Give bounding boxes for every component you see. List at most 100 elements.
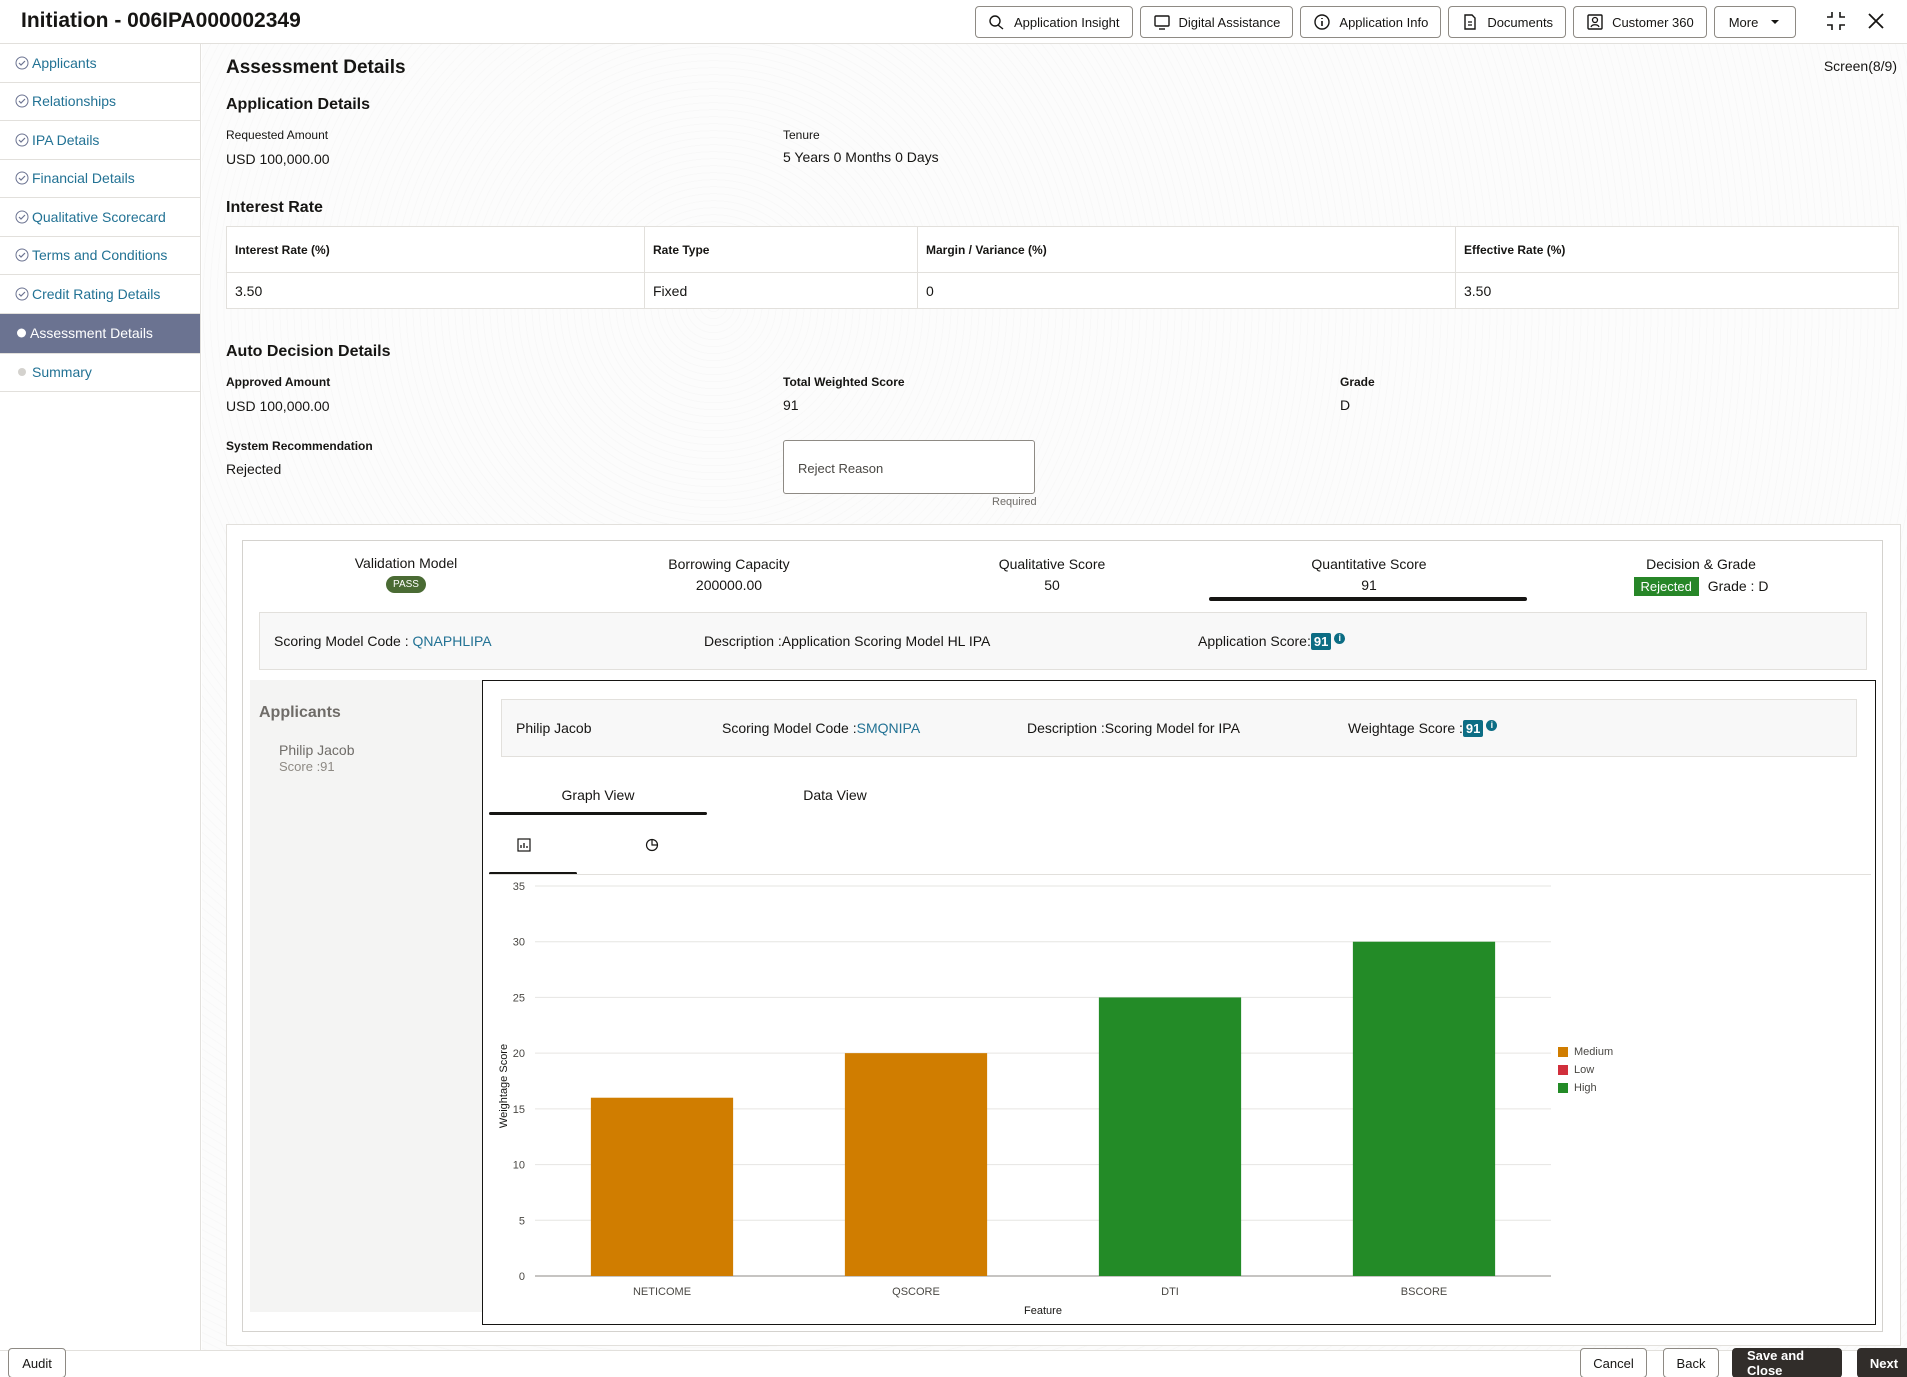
legend-label: Low xyxy=(1574,1064,1595,1076)
applicant-model-code-link[interactable]: SMQNIPA xyxy=(856,720,921,736)
x-tick-label: BSCORE xyxy=(1401,1286,1447,1298)
back-button[interactable]: Back xyxy=(1663,1348,1719,1377)
application-insight-label: Application Insight xyxy=(1014,14,1120,30)
interest-rate-table: Interest Rate (%) Rate Type Margin / Var… xyxy=(226,226,1899,309)
train-stop-sidebar: Applicants Relationships IPA Details Fin… xyxy=(0,44,201,1350)
applicant-model-description: Description :Scoring Model for IPA xyxy=(1027,720,1240,736)
borrowing-capacity-stat[interactable]: Borrowing Capacity 200000.00 xyxy=(649,556,809,593)
check-circle-icon xyxy=(15,133,29,147)
digital-assistance-label: Digital Assistance xyxy=(1178,14,1281,30)
insight-icon xyxy=(989,15,1004,30)
sidebar-item-label: Qualitative Scorecard xyxy=(32,208,166,225)
more-dropdown[interactable]: More xyxy=(1713,6,1796,38)
sidebar-item-summary[interactable]: Summary xyxy=(0,354,200,392)
section-title: Assessment Details xyxy=(226,57,406,78)
applicant-item[interactable]: Philip Jacob xyxy=(279,742,355,758)
bar-neticome[interactable] xyxy=(590,1097,734,1276)
tenure-label: Tenure xyxy=(783,128,820,142)
chart-legend: Medium Low High xyxy=(1558,1043,1613,1097)
more-label: More xyxy=(1728,14,1759,30)
legend-item-medium[interactable]: Medium xyxy=(1558,1043,1613,1061)
legend-label: Medium xyxy=(1574,1046,1614,1058)
interest-rate-heading: Interest Rate xyxy=(226,199,323,216)
legend-swatch xyxy=(1558,1047,1568,1057)
save-and-close-button[interactable]: Save and Close xyxy=(1732,1348,1842,1377)
decision-badge: Rejected xyxy=(1633,577,1699,596)
required-hint: Required xyxy=(992,496,1037,508)
applicant-model-code-label: Scoring Model Code : xyxy=(722,720,857,736)
applicant-model-name: Philip Jacob xyxy=(516,720,592,736)
table-row: 3.50 Fixed 0 3.50 xyxy=(226,272,1899,309)
applicant-model-bar: Philip Jacob Scoring Model Code :SMQNIPA… xyxy=(501,699,1857,757)
legend-item-high[interactable]: High xyxy=(1558,1079,1613,1097)
qualitative-score-stat[interactable]: Qualitative Score 50 xyxy=(972,556,1132,593)
customer-icon xyxy=(1587,14,1603,30)
validation-model-stat[interactable]: Validation Model PASS xyxy=(331,555,481,593)
borrowing-capacity-label: Borrowing Capacity xyxy=(668,556,790,572)
documents-button[interactable]: Documents xyxy=(1448,6,1567,38)
sidebar-item-assessment-details[interactable]: Assessment Details xyxy=(0,313,200,354)
legend-item-low[interactable]: Low xyxy=(1558,1061,1613,1079)
tab-graph-view[interactable]: Graph View xyxy=(561,787,635,803)
bar-bscore[interactable] xyxy=(1352,941,1496,1276)
system-recommendation-label: System Recommendation xyxy=(226,439,373,453)
pie-chart-icon[interactable] xyxy=(645,838,659,852)
y-tick-label: 5 xyxy=(519,1215,525,1227)
table-cell: 3.50 xyxy=(1455,272,1899,309)
y-tick-label: 35 xyxy=(513,881,525,893)
table-cell: Fixed xyxy=(644,272,918,309)
application-details-heading: Application Details xyxy=(226,96,371,113)
collapse-icon[interactable] xyxy=(1825,10,1847,32)
application-insight-button[interactable]: Application Insight xyxy=(975,6,1133,38)
scoring-model-code-label: Scoring Model Code : xyxy=(274,633,413,649)
customer-360-label: Customer 360 xyxy=(1612,14,1694,30)
tab-data-view[interactable]: Data View xyxy=(803,787,867,803)
sidebar-item-label: Summary xyxy=(32,364,92,381)
sidebar-item-applicants[interactable]: Applicants xyxy=(0,44,200,83)
bar-qscore[interactable] xyxy=(844,1053,988,1276)
system-recommendation-value: Rejected xyxy=(226,461,282,477)
window-controls xyxy=(1825,10,1887,32)
page-title: Initiation - 006IPA000002349 xyxy=(21,9,301,32)
current-step-icon xyxy=(17,328,26,338)
sidebar-item-qualitative-scorecard[interactable]: Qualitative Scorecard xyxy=(0,198,200,237)
bar-chart-icon[interactable] xyxy=(517,838,531,852)
info-icon[interactable]: i xyxy=(1334,633,1346,644)
chevron-down-icon xyxy=(1770,20,1779,24)
bar-dti[interactable] xyxy=(1098,997,1242,1276)
decision-grade-stat[interactable]: Decision & Grade Rejected Grade : D xyxy=(1611,556,1791,596)
customer-360-button[interactable]: Customer 360 xyxy=(1573,6,1707,38)
quantitative-score-stat[interactable]: Quantitative Score 91 xyxy=(1210,556,1528,593)
scoring-model-code-link[interactable]: QNAPHLIPA xyxy=(412,633,492,649)
x-tick-label: DTI xyxy=(1161,1286,1179,1298)
sidebar-item-terms-and-conditions[interactable]: Terms and Conditions xyxy=(0,237,200,275)
header-bar: Initiation - 006IPA000002349 Application… xyxy=(0,0,1907,44)
applicant-score: Score :91 xyxy=(279,759,335,774)
document-icon xyxy=(1464,14,1477,30)
next-button[interactable]: Next xyxy=(1857,1348,1907,1377)
sidebar-item-credit-rating-details[interactable]: Credit Rating Details xyxy=(0,275,200,314)
weightage-score-badge: 91 xyxy=(1462,720,1484,737)
pass-badge: PASS xyxy=(386,576,426,593)
y-tick-label: 10 xyxy=(513,1160,525,1172)
sidebar-item-financial-details[interactable]: Financial Details xyxy=(0,160,200,198)
sidebar-item-ipa-details[interactable]: IPA Details xyxy=(0,121,200,160)
assistant-icon xyxy=(1153,15,1170,30)
info-icon[interactable]: i xyxy=(1486,720,1498,731)
legend-label: High xyxy=(1574,1082,1597,1094)
weightage-score-label: Weightage Score : xyxy=(1348,720,1463,736)
footer-bar: Audit Cancel Back Save and Close Next xyxy=(0,1348,1907,1377)
y-tick-label: 25 xyxy=(513,992,525,1004)
cancel-button[interactable]: Cancel xyxy=(1580,1348,1647,1377)
screen-counter: Screen(8/9) xyxy=(1823,58,1897,74)
application-info-button[interactable]: Application Info xyxy=(1300,6,1442,38)
sidebar-item-relationships[interactable]: Relationships xyxy=(0,83,200,121)
close-icon[interactable] xyxy=(1865,10,1887,32)
header-toolbar: Application Insight Digital Assistance A… xyxy=(975,6,1796,38)
scoring-model-bar: Scoring Model Code : QNAPHLIPA Descripti… xyxy=(259,612,1867,670)
digital-assistance-button[interactable]: Digital Assistance xyxy=(1139,6,1294,38)
reject-reason-input[interactable]: Reject Reason xyxy=(783,440,1035,494)
grade-value: D xyxy=(1340,397,1351,413)
quantitative-score-value: 91 xyxy=(1361,577,1377,593)
audit-button[interactable]: Audit xyxy=(8,1348,66,1377)
